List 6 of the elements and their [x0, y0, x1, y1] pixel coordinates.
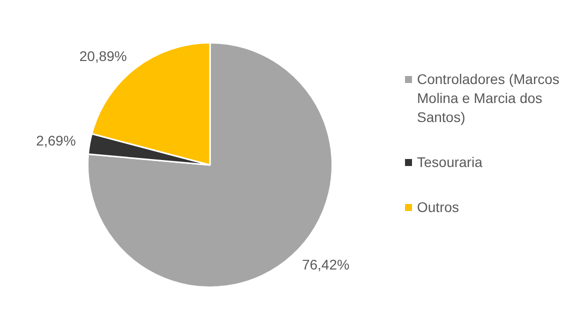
legend-label: Tesouraria	[417, 153, 482, 172]
data-label: 76,42%	[302, 256, 350, 272]
legend-label: Outros	[417, 198, 460, 217]
legend-label: Controladores (Marcos Molina e Marcia dos Santos)	[417, 70, 560, 127]
data-label: 20,89%	[79, 48, 127, 64]
data-label: 2,69%	[36, 132, 76, 148]
